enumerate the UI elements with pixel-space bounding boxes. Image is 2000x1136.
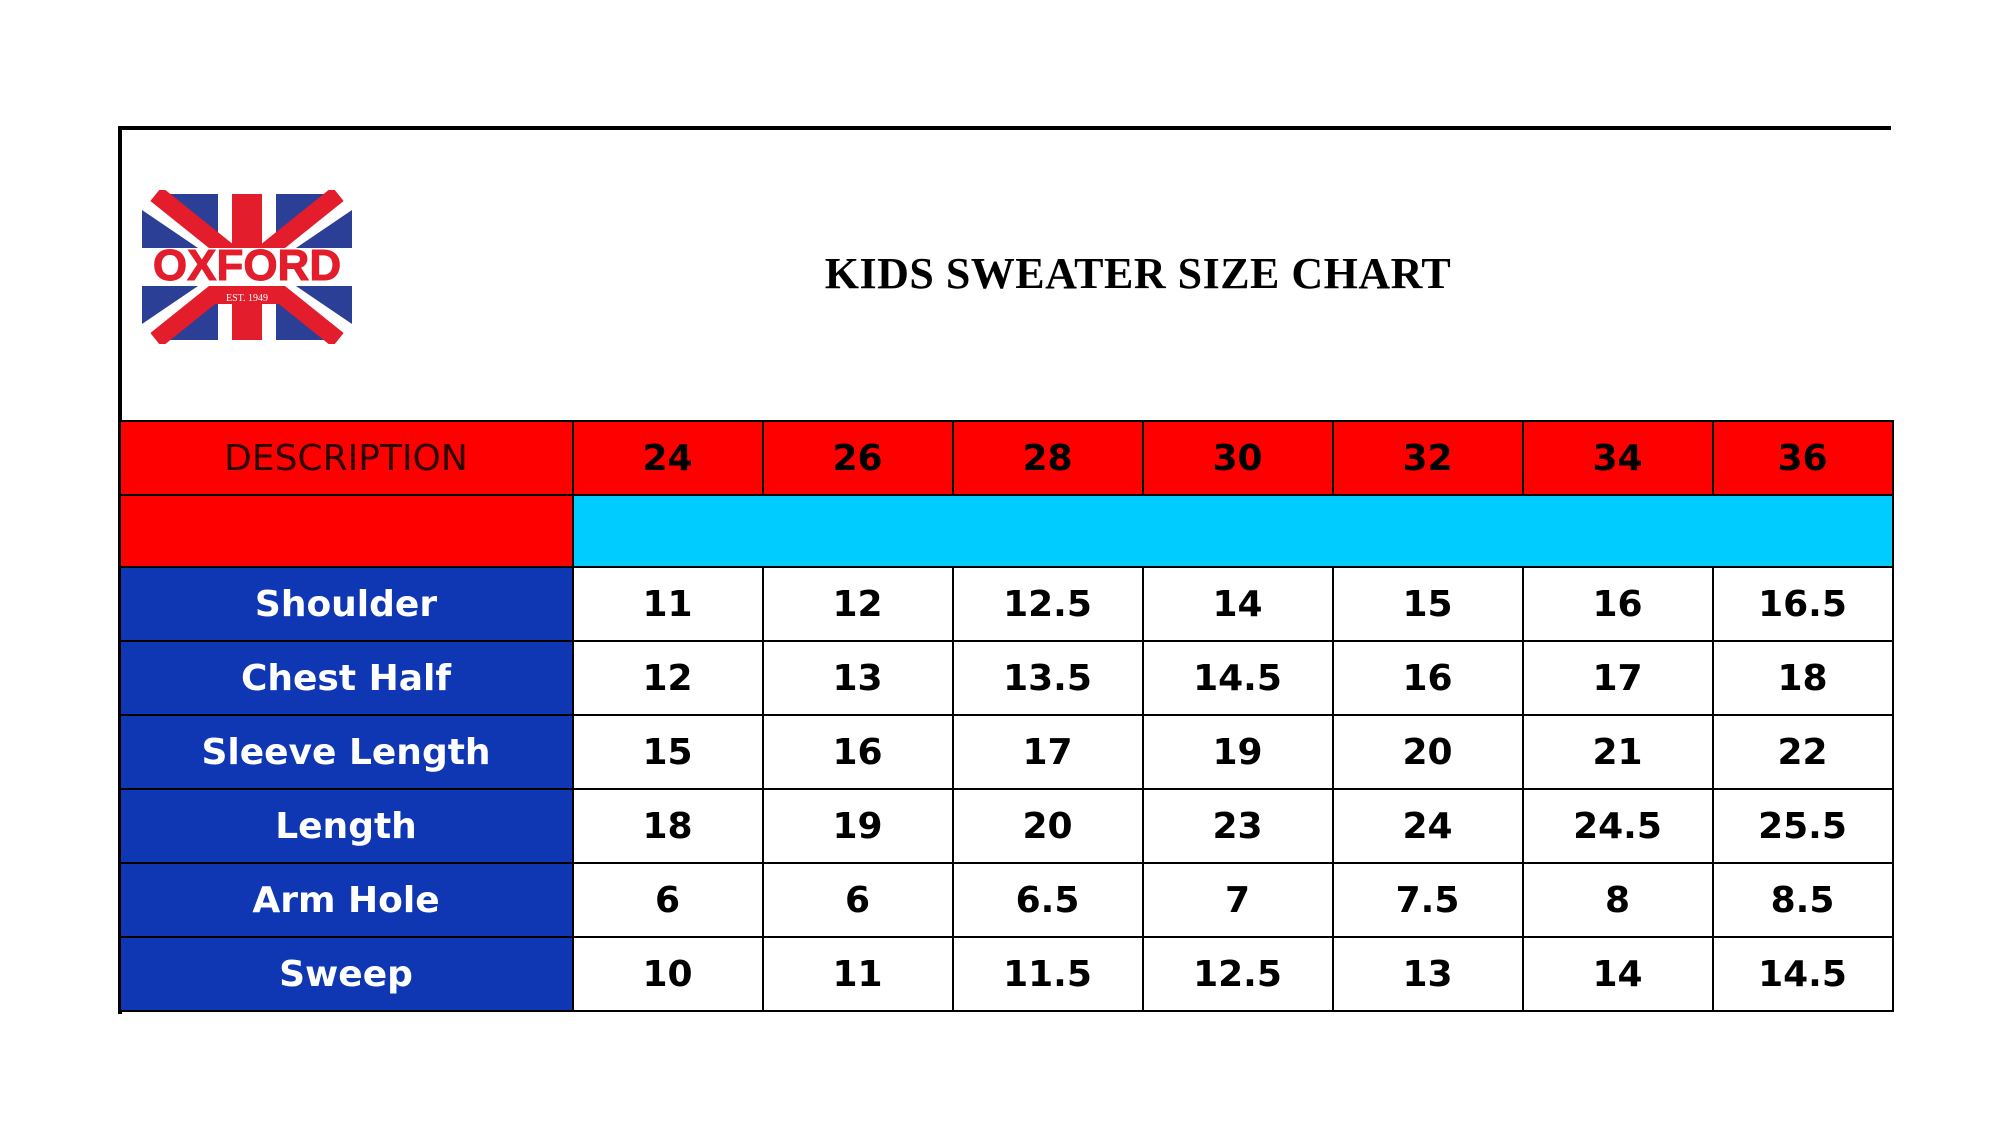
measurement-cell: 16 (1331, 640, 1524, 716)
measurement-cell: 6 (571, 862, 764, 938)
logo-flag-blue-l (142, 210, 198, 248)
size-header-34: 34 (1521, 420, 1714, 496)
row-label: Sweep (118, 936, 574, 1012)
logo-established: EST. 1949 (226, 293, 268, 304)
size-header-24: 24 (571, 420, 764, 496)
measurement-cell: 12 (761, 566, 954, 642)
logo-flag-blue-rb (296, 286, 352, 324)
measurement-cell: 14.5 (1711, 936, 1894, 1012)
measurement-cell: 6 (761, 862, 954, 938)
measurement-cell: 19 (761, 788, 954, 864)
measurement-cell: 21 (1521, 714, 1714, 790)
measurement-cell: 16 (1521, 566, 1714, 642)
table-row: Sweep 10 11 11.5 12.5 13 14 14.5 (118, 936, 1894, 1012)
measurement-cell: 12.5 (1141, 936, 1334, 1012)
measurement-cell: 17 (951, 714, 1144, 790)
logo-est-band (216, 290, 278, 304)
measurement-cell: 18 (1711, 640, 1894, 716)
measurement-cell: 7 (1141, 862, 1334, 938)
top-rule (118, 126, 1891, 130)
measurement-cell: 7.5 (1331, 862, 1524, 938)
measurement-cell: 20 (951, 788, 1144, 864)
measurement-cell: 23 (1141, 788, 1334, 864)
measurement-cell: 22 (1711, 714, 1894, 790)
row-label: Chest Half (118, 640, 574, 716)
size-chart-frame: OXFORD EST. 1949 KIDS SWEATER SIZE CHART… (118, 126, 1894, 1014)
row-label: Sleeve Length (118, 714, 574, 790)
measurement-cell: 6.5 (951, 862, 1144, 938)
measurement-cell: 13 (761, 640, 954, 716)
measurement-cell: 18 (571, 788, 764, 864)
page-title: KIDS SWEATER SIZE CHART (824, 249, 1452, 298)
size-header-32: 32 (1331, 420, 1524, 496)
measurement-cell: 13 (1331, 936, 1524, 1012)
measurement-cell: 13.5 (951, 640, 1144, 716)
measurement-cell: 10 (571, 936, 764, 1012)
measurement-cell: 11.5 (951, 936, 1144, 1012)
measurement-cell: 11 (571, 566, 764, 642)
logo-flag-blue-r (296, 210, 352, 248)
measurement-cell: 16.5 (1711, 566, 1894, 642)
measurement-cell: 14 (1521, 936, 1714, 1012)
row-label: Shoulder (118, 566, 574, 642)
measurement-cell: 11 (761, 936, 954, 1012)
size-header-30: 30 (1141, 420, 1334, 496)
oxford-logo: OXFORD EST. 1949 (138, 190, 356, 344)
color-band-row (118, 494, 1894, 568)
measurement-rows: Shoulder 11 12 12.5 14 15 16 16.5 Chest Half 12 13… (118, 566, 1894, 1012)
measurement-cell: 12 (571, 640, 764, 716)
size-header-36: 36 (1711, 420, 1894, 496)
measurement-cell: 14.5 (1141, 640, 1334, 716)
table-row: Length 18 19 20 23 24 24.5 25.5 (118, 788, 1894, 864)
measurement-cell: 24 (1331, 788, 1524, 864)
measurement-cell: 19 (1141, 714, 1334, 790)
measurement-cell: 12.5 (951, 566, 1144, 642)
measurement-cell: 20 (1331, 714, 1524, 790)
measurement-cell: 8.5 (1711, 862, 1894, 938)
size-header-28: 28 (951, 420, 1144, 496)
logo-wordmark: OXFORD (153, 241, 341, 290)
size-header-26: 26 (761, 420, 954, 496)
measurement-cell: 15 (1331, 566, 1524, 642)
table-row: Arm Hole 6 6 6.5 7 7.5 8 8.5 (118, 862, 1894, 938)
measurement-cell: 14 (1141, 566, 1334, 642)
table-row: Chest Half 12 13 13.5 14.5 16 17 18 (118, 640, 1894, 716)
measurement-cell: 16 (761, 714, 954, 790)
size-header-row: DESCRIPTION 24 26 28 30 32 34 36 (118, 420, 1894, 496)
logo-flag-blue-lb (142, 286, 198, 324)
table-row: Shoulder 11 12 12.5 14 15 16 16.5 (118, 566, 1894, 642)
red-band-cell (118, 494, 574, 568)
row-label: Arm Hole (118, 862, 574, 938)
description-header: DESCRIPTION (118, 420, 574, 496)
measurement-cell: 25.5 (1711, 788, 1894, 864)
cyan-band-cell (571, 494, 1894, 568)
measurement-cell: 24.5 (1521, 788, 1714, 864)
size-table: DESCRIPTION 24 26 28 30 32 34 36 Shoulde… (118, 420, 1894, 1012)
logo-band (138, 248, 356, 286)
row-label: Length (118, 788, 574, 864)
measurement-cell: 8 (1521, 862, 1714, 938)
table-row: Sleeve Length 15 16 17 19 20 21 22 (118, 714, 1894, 790)
measurement-cell: 15 (571, 714, 764, 790)
measurement-cell: 17 (1521, 640, 1714, 716)
